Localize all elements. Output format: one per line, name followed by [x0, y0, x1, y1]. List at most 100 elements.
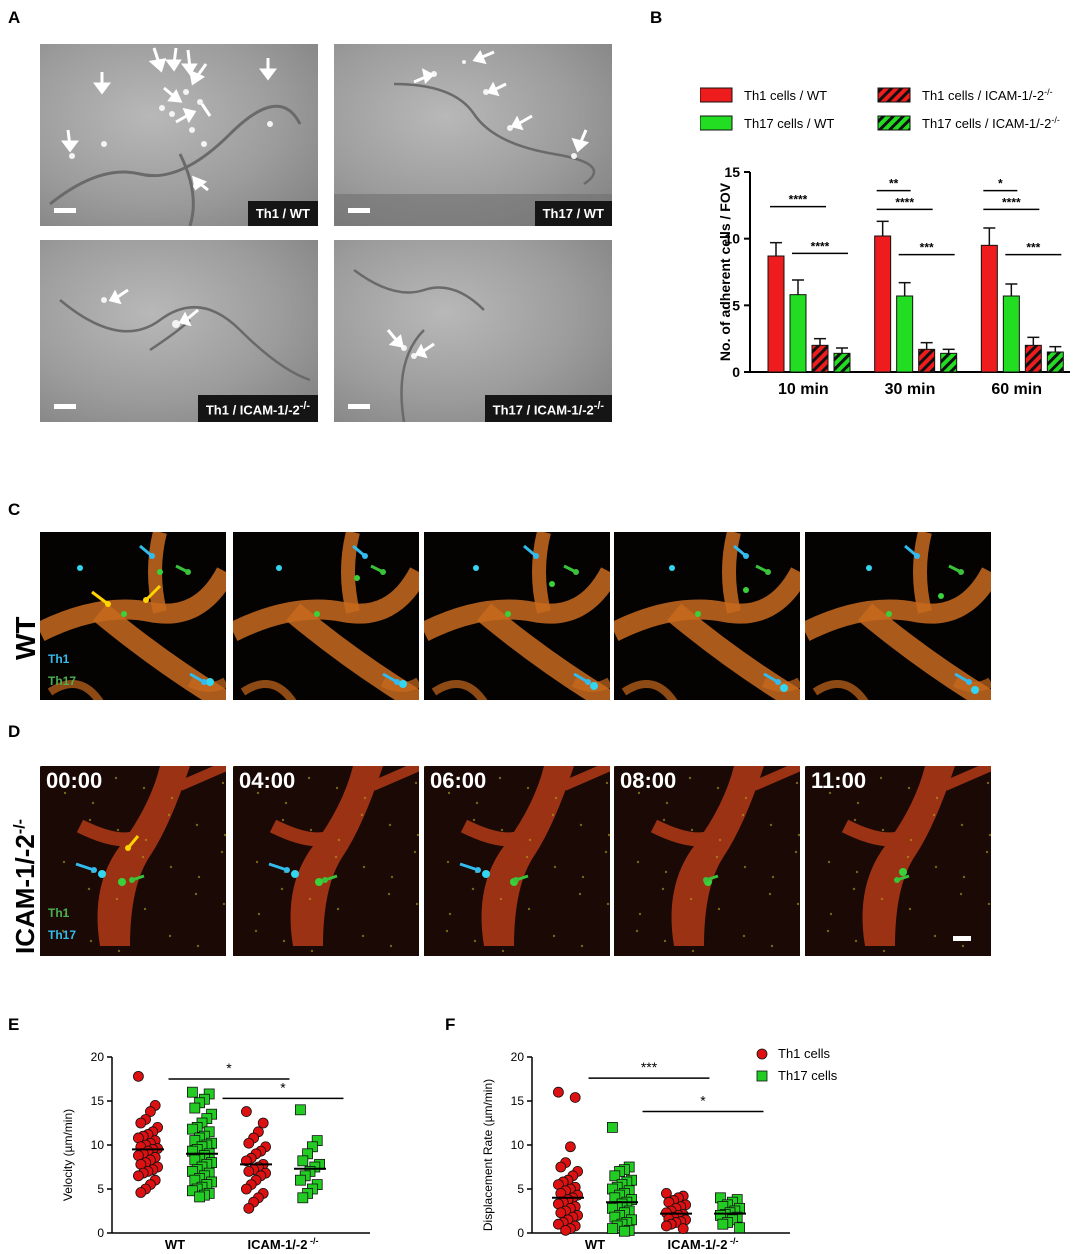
y-axis-label: Displacement Rate (µm/min) [481, 1079, 495, 1231]
background-speck [796, 902, 800, 906]
vessel [476, 603, 610, 700]
background-speck [388, 823, 392, 827]
vessel [722, 532, 741, 614]
y-tick-label: 5 [97, 1182, 104, 1196]
background-speck [881, 828, 885, 832]
arrow-head [703, 877, 709, 883]
x-tick-label: 10 min [778, 381, 829, 398]
background-speck [525, 855, 529, 859]
data-point [189, 1102, 201, 1114]
cell-type-label: Th17 [48, 674, 77, 688]
legend-swatch [877, 87, 911, 103]
background-speck [310, 949, 314, 953]
row-label-wt: WT [10, 616, 41, 660]
data-point [240, 1106, 252, 1117]
background-speck [114, 776, 118, 780]
background-speck [688, 776, 692, 780]
timelapse-frame-wt [233, 532, 419, 700]
background-speck [115, 897, 119, 901]
data-point [133, 1170, 144, 1182]
green-cell [549, 581, 555, 587]
background-speck [663, 939, 667, 943]
background-speck [389, 944, 393, 948]
cell-type-label: Th1 [48, 652, 70, 666]
background-speck [852, 887, 856, 891]
background-speck [471, 887, 475, 891]
arrow [75, 862, 95, 872]
background-speck [446, 860, 450, 864]
data-point [257, 1117, 269, 1129]
data-point [194, 1191, 206, 1203]
background-speck [794, 850, 798, 854]
y-tick-label: 10 [724, 231, 740, 247]
blue-cell [669, 565, 675, 571]
bar [811, 344, 829, 373]
background-speck [828, 791, 832, 795]
background-speck [614, 766, 616, 768]
background-speck [281, 818, 285, 822]
background-speck [498, 776, 502, 780]
panel-label-c: C [8, 500, 21, 519]
vessel [481, 766, 574, 946]
data-point [240, 1155, 252, 1167]
background-speck [500, 828, 504, 832]
scatter-chart-velocity: 0 5 10 15 20 Velocity (µm/min) WT ICAM-1/-2 -/-… [61, 1050, 370, 1250]
background-speck [390, 875, 394, 879]
background-speck [827, 860, 831, 864]
y-tick-label: 5 [517, 1182, 524, 1196]
arrow-head [105, 601, 111, 607]
background-speck [854, 939, 858, 943]
data-point [555, 1161, 567, 1173]
background-speck [307, 776, 311, 780]
y-tick-label: 10 [91, 1138, 105, 1152]
bar [918, 348, 936, 373]
arrow-head [743, 553, 749, 559]
green-cell [354, 575, 360, 581]
legend-label: Th17 cells [778, 1068, 838, 1083]
data-point [606, 1223, 618, 1235]
y-tick-label: 10 [511, 1138, 525, 1152]
vessel [952, 677, 991, 692]
background-speck [284, 801, 288, 805]
background-speck [607, 833, 610, 837]
vessel [671, 766, 764, 946]
arrow-head [775, 679, 781, 685]
background-speck [361, 934, 365, 938]
data-point [660, 1220, 672, 1232]
scatter-legend: Th1 cells Th17 cells [752, 1042, 892, 1092]
background-speck [554, 796, 558, 800]
panel-label-b: B [650, 8, 663, 27]
background-speck [168, 934, 172, 938]
background-speck [528, 838, 532, 842]
data-point [135, 1117, 147, 1129]
timestamp: 06:00 [430, 768, 487, 793]
arrow-head [894, 877, 900, 883]
cell-type-label: Th1 [48, 906, 70, 920]
y-axis-label: Velocity (µm/min) [61, 1109, 75, 1201]
background-speck [768, 892, 772, 896]
cell-type-label: Th17 [48, 928, 77, 942]
background-speck [223, 833, 226, 837]
background-speck [221, 781, 225, 785]
data-point [133, 1070, 144, 1082]
data-point [243, 1202, 255, 1214]
background-speck [144, 838, 148, 842]
legend-swatch [699, 87, 733, 103]
arrow [144, 584, 162, 602]
background-speck [88, 818, 92, 822]
timelapse-frame-wt: Th1 Th17 [40, 532, 226, 700]
blue-cell [866, 565, 872, 571]
vessel [841, 819, 909, 847]
significance-label: *** [641, 1059, 658, 1075]
vessel [178, 766, 226, 791]
background-speck [829, 912, 833, 916]
background-speck [387, 892, 391, 896]
arrow-head [362, 553, 368, 559]
arrow-head [201, 679, 207, 685]
background-speck [62, 860, 66, 864]
arrow-head [143, 597, 149, 603]
x-tick-label: 30 min [885, 381, 936, 398]
green-cell [886, 611, 892, 617]
background-speck [960, 823, 964, 827]
data-point [677, 1223, 689, 1235]
